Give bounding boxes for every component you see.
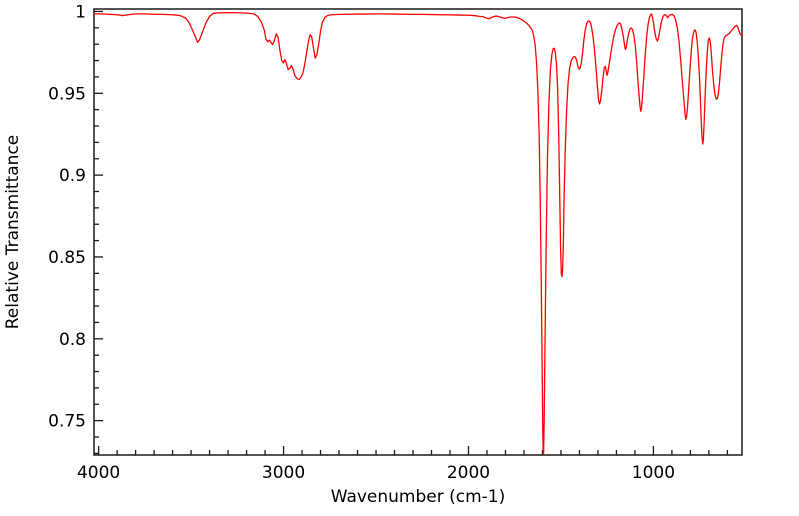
y-tick-label: 1 — [75, 2, 86, 22]
x-tick-label: 1000 — [632, 463, 675, 483]
y-tick-label: 0.9 — [59, 166, 86, 186]
x-tick-label: 4000 — [77, 463, 120, 483]
y-tick-label: 0.8 — [59, 330, 86, 350]
x-tick-label: 2000 — [447, 463, 490, 483]
y-axis-title: Relative Transmittance — [3, 135, 23, 330]
x-axis-ticks — [97, 446, 729, 455]
y-tick-label: 0.95 — [48, 84, 86, 104]
y-tick-label: 0.85 — [48, 248, 86, 268]
y-axis-ticks — [94, 10, 103, 455]
y-tick-label: 0.75 — [48, 412, 86, 432]
x-axis-title: Wavenumber (cm-1) — [331, 487, 506, 507]
plot-frame — [93, 8, 743, 456]
spectrum-curve — [93, 11, 743, 455]
x-tick-labels: 4000 3000 2000 1000 — [77, 463, 675, 483]
y-tick-labels: 0.75 0.8 0.85 0.9 0.95 1 — [48, 2, 86, 431]
x-tick-label: 3000 — [262, 463, 305, 483]
